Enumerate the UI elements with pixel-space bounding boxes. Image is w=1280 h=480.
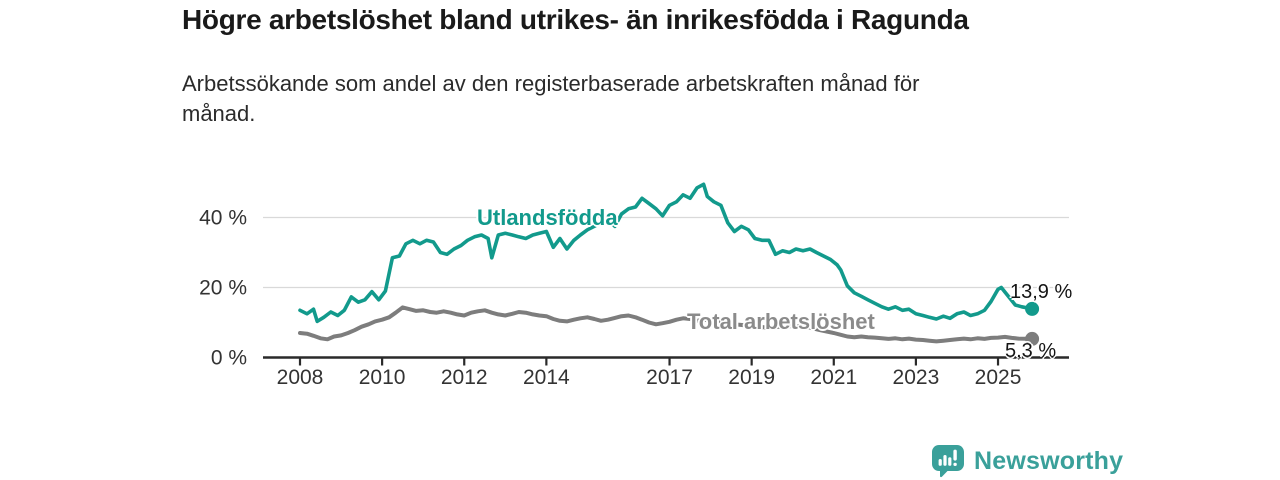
x-tick-label: 2014 <box>523 366 570 389</box>
series-label-utlandsfodda: Utlandsfödda <box>477 205 618 230</box>
x-tick-label: 2025 <box>975 366 1022 389</box>
end-value-label-utlandsfodda: 13,9 % <box>1010 281 1073 303</box>
chart-subtitle-line-2: månad. <box>182 101 256 126</box>
x-tick-label: 2019 <box>728 366 775 389</box>
series-end-dot-total <box>1025 331 1040 346</box>
y-tick-label: 20 % <box>199 277 247 300</box>
y-tick-label: 40 % <box>199 207 247 230</box>
newsworthy-bubble-chart-icon <box>932 445 964 478</box>
series-line-utlandsfodda <box>298 182 1034 324</box>
x-tick-label: 2008 <box>277 366 324 389</box>
series-end-dot-utlandsfodda <box>1025 301 1040 316</box>
x-tick-label: 2017 <box>646 366 693 389</box>
chart-subtitle: Arbetssökande som andel av den registerb… <box>182 69 919 129</box>
series-label-total-arbetsloshet: Total arbetslöshet <box>687 309 875 334</box>
newsworthy-logo[interactable]: Newsworthy <box>931 444 1123 478</box>
newsworthy-wordmark: Newsworthy <box>974 446 1124 475</box>
end-value-label-total: 5,3 % <box>1005 340 1057 362</box>
series-line-total <box>298 305 1035 344</box>
chart-subtitle-line-1: Arbetssökande som andel av den registerb… <box>182 71 920 96</box>
x-tick-label: 2021 <box>810 366 857 389</box>
x-tick-label: 2012 <box>441 366 488 389</box>
x-tick-label: 2010 <box>359 366 406 389</box>
y-tick-label: 0 % <box>211 347 247 370</box>
chart-title: Högre arbetslöshet bland utrikes- än inr… <box>182 4 969 35</box>
x-tick-label: 2023 <box>893 366 940 389</box>
